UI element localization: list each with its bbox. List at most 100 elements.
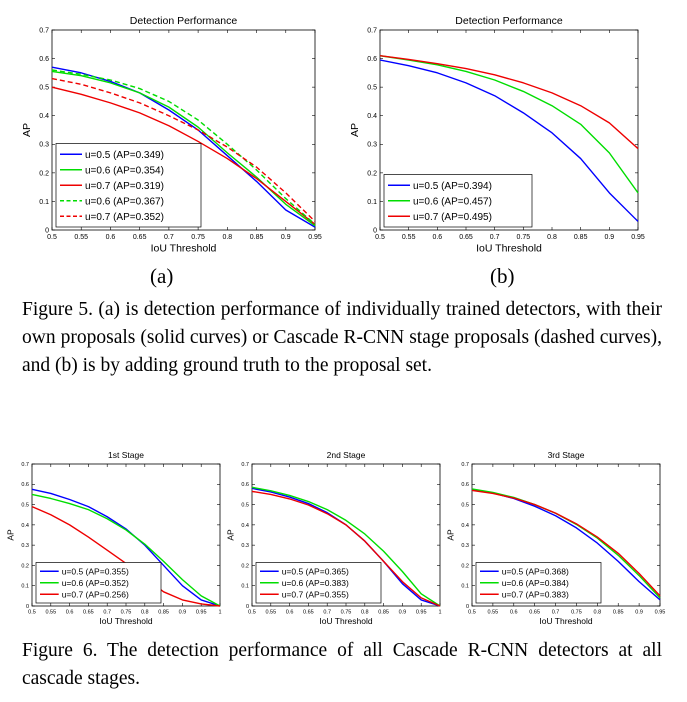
x-tick-label: 0.7 — [490, 234, 500, 241]
y-tick-label: 0.3 — [367, 142, 377, 149]
y-tick-label: 0 — [373, 227, 377, 234]
x-tick-label: 0.7 — [323, 610, 331, 616]
y-tick-label: 0.5 — [21, 502, 29, 508]
x-tick-label: 0.9 — [635, 610, 643, 616]
series-line-3 — [471, 489, 661, 597]
x-tick-label: 0.5 — [468, 610, 476, 616]
y-tick-label: 0.1 — [241, 584, 249, 590]
y-tick-label: 0.7 — [461, 462, 469, 468]
y-tick-label: 0.4 — [461, 523, 469, 529]
x-tick-label: 0.95 — [655, 610, 666, 616]
plot-area — [51, 29, 316, 231]
y-tick-label: 0.5 — [241, 502, 249, 508]
x-tick-label: 0.85 — [250, 234, 264, 241]
y-tick-label: 0.3 — [21, 543, 29, 549]
x-tick-label: 0.7 — [103, 610, 111, 616]
y-tick-label: 0.1 — [21, 584, 29, 590]
chart-5b: Detection Performance 0.5 0.55 0.6 0.65 0.7 0.… — [349, 15, 645, 255]
x-tick-label: 0.65 — [529, 610, 540, 616]
x-tick-label: 0.85 — [378, 610, 389, 616]
x-tick-label: 0.9 — [179, 610, 187, 616]
y-tick-label: 0.4 — [39, 113, 49, 120]
y-tick-label: 0.7 — [367, 27, 377, 34]
x-tick-label: 0.5 — [28, 610, 36, 616]
x-tick-label: 0.65 — [133, 234, 147, 241]
x-tick-label: 0.55 — [488, 610, 499, 616]
legend-entry: u=0.7 (AP=0.319) — [85, 181, 164, 192]
series-line-2 — [251, 486, 441, 607]
x-axis-label: IoU Threshold — [476, 243, 542, 255]
series-line-1 — [31, 488, 221, 607]
x-tick-label: 1 — [218, 610, 221, 616]
x-tick-label: 0.85 — [158, 610, 169, 616]
x-tick-label: 0.95 — [631, 234, 645, 241]
x-tick-label: 0.55 — [74, 234, 88, 241]
x-tick-label: 0.6 — [106, 234, 116, 241]
x-tick-label: 0.8 — [222, 234, 232, 241]
x-tick-label: 0.9 — [281, 234, 291, 241]
y-tick-label: 0.1 — [39, 199, 49, 206]
y-tick-label: 0.7 — [39, 27, 49, 34]
x-tick-label: 0.8 — [141, 610, 149, 616]
series-line-1 — [379, 59, 639, 222]
x-tick-label: 0.75 — [517, 234, 531, 241]
x-tick-label: 0.55 — [402, 234, 416, 241]
legend-entry: u=0.6 (AP=0.352) — [62, 578, 129, 588]
legend-entry: u=0.7 (AP=0.383) — [502, 589, 569, 599]
x-axis-label: IoU Threshold — [539, 616, 593, 626]
x-tick-label: 0.6 — [286, 610, 294, 616]
legend: u=0.5 (AP=0.368) u=0.6 (AP=0.384)u=0.7 (A… — [475, 562, 602, 604]
x-tick-label: 0.5 — [375, 234, 385, 241]
plot-area — [379, 29, 639, 231]
y-axis-label: AP — [349, 123, 361, 137]
legend-entry: u=0.7 (AP=0.256) — [62, 589, 129, 599]
y-tick-label: 0.2 — [21, 563, 29, 569]
x-tick-label: 0.55 — [265, 610, 276, 616]
chart-title: 3rd Stage — [548, 450, 585, 460]
legend-entry: u=0.6 (AP=0.354) — [85, 165, 164, 176]
x-tick-label: 0.8 — [594, 610, 602, 616]
y-tick-label: 0.6 — [39, 56, 49, 63]
x-tick-label: 0.9 — [399, 610, 407, 616]
legend-entry: u=0.7 (AP=0.355) — [282, 589, 349, 599]
legend: u=0.5 (AP=0.394) u=0.6 (AP=0.457) u=0.7 (A… — [383, 174, 533, 228]
y-axis-label: AP — [6, 529, 16, 541]
x-tick-label: 0.75 — [191, 234, 205, 241]
chart-title: 2nd Stage — [327, 450, 366, 460]
x-tick-label: 0.6 — [432, 234, 442, 241]
x-tick-label: 0.7 — [164, 234, 174, 241]
x-tick-label: 0.65 — [459, 234, 473, 241]
series-line-3 — [379, 55, 639, 150]
x-tick-label: 0.75 — [121, 610, 132, 616]
y-tick-label: 0.4 — [241, 523, 249, 529]
y-tick-label: 0.2 — [241, 563, 249, 569]
y-tick-label: 0.5 — [367, 85, 377, 92]
y-tick-label: 0.2 — [39, 170, 49, 177]
y-tick-label: 0.4 — [21, 523, 29, 529]
figure-5-caption: Figure 5. (a) is detection performance o… — [22, 299, 662, 376]
chart-5a: Detection Performance 0.5 0.55 0.6 0.65 0.7 0.… — [21, 15, 322, 255]
x-tick-label: 1 — [438, 610, 441, 616]
y-tick-label: 0.5 — [461, 502, 469, 508]
x-tick-label: 0.5 — [248, 610, 256, 616]
subfigure-label-a: (a) — [150, 264, 174, 288]
series-line-2 — [31, 493, 221, 607]
y-axis-label: AP — [226, 529, 236, 541]
x-tick-label: 0.6 — [66, 610, 74, 616]
legend-entry: u=0.5 (AP=0.394) — [413, 181, 492, 192]
x-tick-label: 0.95 — [308, 234, 322, 241]
y-tick-label: 0.3 — [241, 543, 249, 549]
y-tick-label: 0.6 — [21, 482, 29, 488]
x-tick-label: 0.85 — [574, 234, 588, 241]
legend: u=0.5 (AP=0.365) u=0.6 (AP=0.383)u=0.7 (A… — [255, 562, 382, 604]
legend-entry: u=0.6 (AP=0.457) — [413, 196, 492, 207]
chart-6-1: 1st Stage 0.5 0.55 0.6 0.65 0.7 0.75 0.8 0.85 0.9… — [6, 450, 222, 626]
x-axis-label: IoU Threshold — [151, 243, 217, 255]
legend-entry: u=0.5 (AP=0.355) — [62, 566, 129, 576]
y-axis-label: AP — [446, 529, 456, 541]
x-tick-label: 0.8 — [547, 234, 557, 241]
y-tick-label: 0.1 — [461, 584, 469, 590]
y-tick-label: 0 — [26, 604, 29, 610]
figure-6-caption: Figure 6. The detection performance of a… — [22, 640, 662, 689]
x-tick-label: 0.8 — [361, 610, 369, 616]
